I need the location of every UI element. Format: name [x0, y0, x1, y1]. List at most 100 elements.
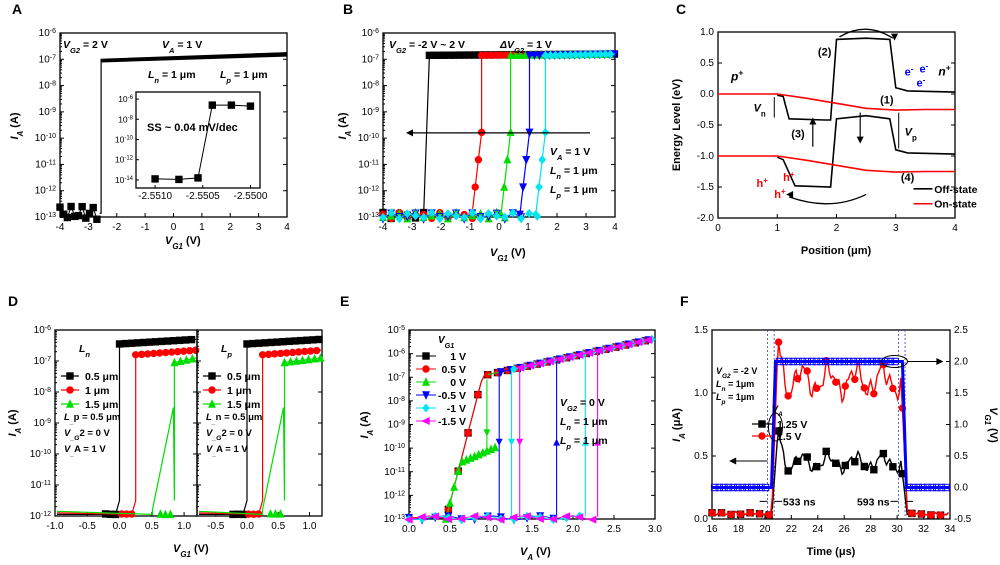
x-tick-label: 2: [554, 222, 560, 233]
x-axis-label-c: Position (μm): [801, 245, 872, 257]
inset-y-tick-label: 10-10: [115, 134, 134, 144]
data-point: [186, 348, 192, 354]
legend-label: 1.25 V: [777, 419, 807, 431]
timing-label-rise: 533 ns: [783, 496, 816, 508]
y-tick-label: 10-9: [362, 106, 379, 118]
data-point: [316, 336, 322, 342]
hysteresis-arrow-down: [516, 439, 523, 446]
label-1: (1): [880, 94, 894, 106]
x-tick-label: 18: [733, 524, 745, 535]
data-point: [833, 379, 839, 385]
y-tick-label: 1.0: [700, 27, 714, 38]
panel-letter-D: D: [8, 293, 18, 309]
annotation-vg2: VG2 = 2 V: [63, 39, 108, 55]
y-tick-label: -2.0: [697, 213, 715, 224]
annotation-ln: Ln = 1 μm: [148, 69, 196, 85]
electron-2: e-: [919, 61, 928, 76]
hysteresis-arrow-down: [496, 439, 503, 446]
data-point: [766, 512, 772, 518]
inset-x-tick-label: -2.5500: [234, 191, 268, 202]
x-tick-label: 4: [612, 222, 618, 233]
data-point: [823, 448, 829, 454]
inset-data-point: [195, 175, 201, 181]
y-axis-label-e: IA (A): [359, 411, 375, 438]
data-point: [890, 464, 896, 470]
x-tick-label: 22: [786, 524, 798, 535]
series-1: [57, 350, 196, 514]
x-tick-label: -0.5: [79, 521, 97, 532]
label-3: (3): [791, 128, 805, 140]
data-point: [814, 385, 820, 391]
arrow-4: [789, 194, 866, 203]
x-tick-label: 4: [284, 222, 290, 233]
y-tick-label: 10-5: [388, 325, 405, 337]
legend-title: VG1: [438, 335, 454, 350]
x-tick-label: 0.0: [113, 521, 127, 532]
x-tick-label: 2.0: [566, 524, 580, 535]
data-point: [928, 512, 934, 518]
data-point: [756, 511, 762, 517]
panel-letter-C: C: [676, 1, 686, 17]
data-point: [718, 510, 724, 516]
annotation: V_G2 = 0 V: [206, 428, 252, 442]
label-vn: Vn: [754, 102, 766, 118]
data-point: [310, 337, 316, 343]
data-point: [589, 516, 596, 522]
data-point: [523, 156, 529, 163]
data-point: [871, 467, 877, 473]
hole-1: h+: [757, 176, 769, 191]
data-point: [283, 350, 289, 356]
inset-x-tick-label: -2.5510: [138, 191, 172, 202]
data-point: [833, 460, 839, 466]
y-tick-label: 10-7: [388, 372, 405, 384]
legend-title: Lp: [221, 343, 232, 359]
y-axis-label-d: IA (A): [7, 409, 23, 436]
data-point: [292, 338, 298, 344]
data-point: [861, 463, 867, 469]
data-point: [880, 450, 886, 456]
series-0: [199, 339, 321, 514]
data-point: [842, 462, 848, 468]
y-tick-label: 10-10: [358, 133, 379, 145]
inset-frame: [136, 92, 260, 188]
data-point: [188, 336, 194, 342]
legend-marker: [422, 418, 429, 424]
shift-arrow-head: [406, 129, 413, 136]
data-point: [150, 350, 156, 356]
y-tick-label: 10-11: [384, 466, 405, 478]
panel-d: 10-1210-1110-1010-910-810-710-6-1.0 -0.5 0…: [7, 325, 324, 559]
series-on-state-vb: [718, 156, 955, 172]
y-tick-label: -1.5: [697, 182, 715, 193]
data-point: [262, 340, 268, 346]
x-axis-label-f: Time (μs): [807, 546, 856, 558]
label-4: (4): [901, 172, 915, 184]
x-tick-label: 16: [706, 524, 718, 535]
data-point: [510, 209, 516, 216]
y-axis-label-b: IA (A): [337, 112, 353, 139]
data-point: [465, 430, 471, 436]
x-tick-label: 32: [918, 524, 930, 535]
series-0: [712, 431, 948, 515]
panel-letter-B: B: [343, 1, 353, 17]
data-point: [75, 212, 81, 218]
y-tick-label: -1.0: [697, 151, 715, 162]
data-point: [709, 510, 715, 516]
annotation: L_p = 0.5 μm: [64, 412, 120, 426]
annotation-ln: Ln = 1μm: [716, 379, 754, 393]
legend-label: 1 μm: [85, 385, 110, 397]
y-tick-label: 10-9: [388, 419, 405, 431]
x-tick-label: -0.5: [207, 521, 225, 532]
hole-3: h+: [774, 187, 786, 202]
x-tick-label: 34: [944, 524, 956, 535]
y-tick-label: 10-9: [39, 106, 56, 118]
y-tick-label: 0.5: [694, 451, 708, 462]
annotation: V_G2 = 0 V: [64, 428, 110, 442]
data-point: [250, 340, 256, 346]
data-point: [90, 204, 96, 210]
x-tick-label: 2.5: [607, 524, 621, 535]
label-n-plus: n+: [938, 62, 950, 78]
x-tick-label: 1.5: [525, 524, 539, 535]
data-point: [472, 184, 478, 190]
data-point: [180, 348, 186, 354]
y-tick-label: 10-10: [30, 449, 51, 461]
